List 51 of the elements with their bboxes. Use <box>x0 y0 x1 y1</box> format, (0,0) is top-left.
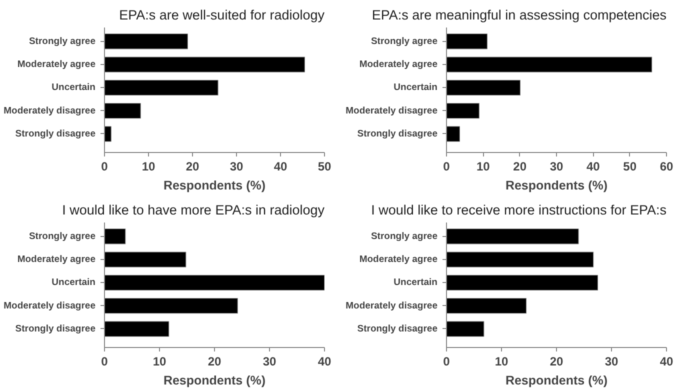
chart-title: I would like to have more EPA:s in radiology <box>62 202 325 218</box>
x-tick-label: 30 <box>262 354 276 368</box>
y-tick-label: Uncertain <box>52 82 96 94</box>
y-tick-label: Moderately disagree <box>4 105 96 116</box>
y-tick-label: Strongly agree <box>28 230 96 242</box>
x-tick-label: 0 <box>443 160 450 174</box>
x-tick-label: 0 <box>101 354 108 368</box>
y-tick-label: Strongly agree <box>370 230 438 242</box>
x-tick-label: 20 <box>513 160 527 174</box>
y-tick-label: Strongly agree <box>370 36 438 47</box>
y-tick-label: Strongly agree <box>28 36 96 47</box>
y-tick-label: Moderately agree <box>359 59 438 70</box>
x-axis-title: Respondents (%) <box>505 374 608 388</box>
y-tick-label: Uncertain <box>52 277 96 288</box>
x-tick-label: 0 <box>101 160 108 174</box>
y-tick-label: Strongly disagree <box>15 323 96 334</box>
x-tick-label: 30 <box>550 160 564 174</box>
x-tick-label: 10 <box>142 160 156 174</box>
y-tick-label: Uncertain <box>394 82 438 94</box>
x-tick-label: 20 <box>208 354 222 368</box>
x-tick-label: 0 <box>443 354 450 368</box>
x-tick-label: 10 <box>494 354 508 368</box>
chart-title: EPA:s are well-suited for radiology <box>119 8 325 22</box>
x-tick-label: 10 <box>152 354 166 368</box>
x-tick-label: 40 <box>660 354 674 368</box>
x-tick-label: 30 <box>230 160 244 174</box>
x-tick-label: 20 <box>550 354 564 368</box>
x-tick-label: 10 <box>476 160 490 174</box>
x-tick-label: 20 <box>186 160 200 174</box>
x-axis-title: Respondents (%) <box>505 178 608 192</box>
x-tick-label: 30 <box>604 354 618 368</box>
x-axis-title: Respondents (%) <box>163 374 266 388</box>
y-tick-label: Moderately agree <box>17 59 96 70</box>
y-tick-label: Moderately disagree <box>346 300 438 312</box>
y-tick-label: Moderately agree <box>17 254 96 266</box>
x-tick-label: 40 <box>318 354 332 368</box>
x-tick-label: 50 <box>318 160 332 174</box>
x-tick-label: 40 <box>586 160 600 174</box>
y-tick-label: Uncertain <box>394 277 438 288</box>
x-tick-label: 50 <box>623 160 637 174</box>
x-tick-label: 40 <box>274 160 288 174</box>
chart-title: EPA:s are meaningful in assessing competencies <box>372 8 667 22</box>
y-tick-label: Strongly disagree <box>15 128 96 140</box>
y-tick-label: Moderately agree <box>359 254 438 266</box>
x-axis-title: Respondents (%) <box>163 178 266 192</box>
y-tick-label: Moderately disagree <box>4 300 96 312</box>
y-tick-label: Moderately disagree <box>346 105 438 116</box>
chart-title: I would like to receive more instructions for EPA:s <box>371 202 667 218</box>
y-tick-label: Strongly disagree <box>357 323 438 334</box>
y-tick-label: Strongly disagree <box>357 128 438 140</box>
x-tick-label: 60 <box>660 160 674 174</box>
